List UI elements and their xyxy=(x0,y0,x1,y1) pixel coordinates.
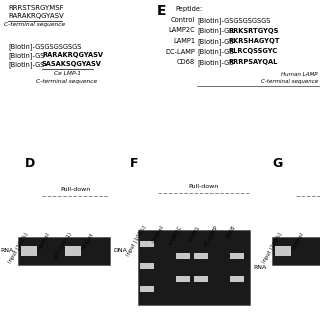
Text: [Biotin]-GS: [Biotin]-GS xyxy=(197,49,233,55)
Text: [Biotin]-GS: [Biotin]-GS xyxy=(8,52,44,59)
Bar xyxy=(194,276,208,282)
Text: LAMP1: LAMP1 xyxy=(173,38,195,44)
Bar xyxy=(230,276,244,282)
Bar xyxy=(18,237,110,265)
Text: [Biotin]-GSGSGSGSGS: [Biotin]-GSGSGSGSGS xyxy=(8,43,81,50)
Text: Control: Control xyxy=(291,231,305,251)
Text: RRRSTSRGYMSF: RRRSTSRGYMSF xyxy=(8,5,64,11)
Text: RRKSRTGYQS: RRKSRTGYQS xyxy=(228,28,279,34)
Text: [Biotin]-GS: [Biotin]-GS xyxy=(197,59,233,66)
Bar xyxy=(21,246,37,256)
Text: [Biotin]-GSGSGSGSGS: [Biotin]-GSGSGSGSGS xyxy=(197,17,270,24)
Bar xyxy=(275,246,291,256)
Text: RRRPSAYQAL: RRRPSAYQAL xyxy=(228,59,278,65)
Text: CD68: CD68 xyxy=(226,225,237,239)
Text: RLRCQSSGYC: RLRCQSSGYC xyxy=(228,49,277,54)
Text: G: G xyxy=(272,157,282,170)
Text: LAMP1: LAMP1 xyxy=(188,225,201,242)
Text: LAMP2C: LAMP2C xyxy=(168,28,195,34)
Text: RARAKRQGYASV: RARAKRQGYASV xyxy=(8,13,64,19)
Bar xyxy=(176,253,190,259)
Text: CD68: CD68 xyxy=(177,59,195,65)
Text: [Biotin]-GS: [Biotin]-GS xyxy=(197,28,233,34)
Text: Input (100%): Input (100%) xyxy=(125,225,147,257)
Text: Control: Control xyxy=(37,231,51,251)
Text: Mutant: Mutant xyxy=(81,231,95,250)
Text: Control: Control xyxy=(171,17,195,23)
Bar xyxy=(140,263,154,269)
Text: D: D xyxy=(25,157,35,170)
Bar xyxy=(176,276,190,282)
Text: C-terminal sequence: C-terminal sequence xyxy=(36,79,98,84)
Text: Ce LMP-1: Ce LMP-1 xyxy=(53,71,81,76)
Text: Human LAMP: Human LAMP xyxy=(281,71,318,76)
Text: Input (100%): Input (100%) xyxy=(261,231,283,264)
Text: RARAKRQGYASV: RARAKRQGYASV xyxy=(42,52,103,58)
Text: [Biotin]-GS: [Biotin]-GS xyxy=(8,61,44,68)
Text: RNA: RNA xyxy=(253,265,266,270)
Text: WT (LMP-1): WT (LMP-1) xyxy=(54,231,73,260)
Text: DC-LAMP: DC-LAMP xyxy=(165,49,195,54)
Bar xyxy=(194,253,208,259)
Text: SASAKSQGYASV: SASAKSQGYASV xyxy=(42,61,102,67)
Bar xyxy=(65,246,81,256)
Text: RNA: RNA xyxy=(1,249,14,253)
Text: [Biotin]-GS: [Biotin]-GS xyxy=(197,38,233,45)
Text: DC-LAMP: DC-LAMP xyxy=(203,225,219,248)
Text: RKRSHAGYQT: RKRSHAGYQT xyxy=(228,38,280,44)
Bar xyxy=(140,285,154,292)
Text: LAMP2C: LAMP2C xyxy=(168,225,183,245)
Text: Control: Control xyxy=(151,225,165,244)
Bar xyxy=(140,241,154,246)
Text: Input (100%): Input (100%) xyxy=(7,231,29,264)
Text: C-terminal sequence: C-terminal sequence xyxy=(261,78,318,84)
Text: C-terminal sequence: C-terminal sequence xyxy=(4,22,66,27)
Text: DNA: DNA xyxy=(113,249,127,253)
Text: Pull-down: Pull-down xyxy=(60,187,91,192)
Text: E: E xyxy=(157,4,166,18)
Text: Peptide:: Peptide: xyxy=(175,6,202,12)
Text: F: F xyxy=(130,157,139,170)
Bar xyxy=(230,253,244,259)
Text: Pull-down: Pull-down xyxy=(188,184,219,189)
Bar xyxy=(272,237,320,265)
Bar xyxy=(138,230,250,305)
